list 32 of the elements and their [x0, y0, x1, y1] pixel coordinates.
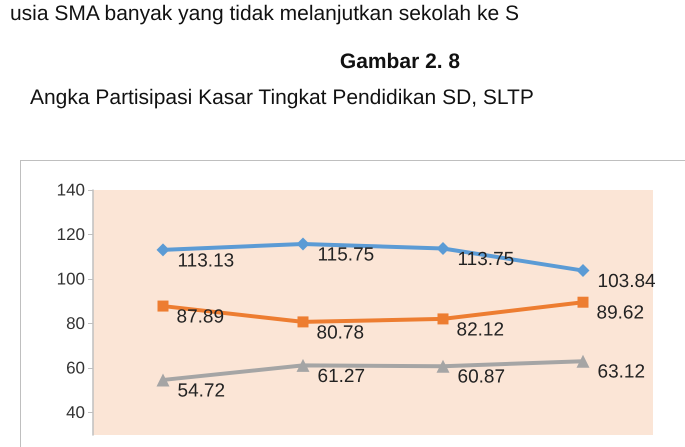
y-tick-label: 80 [66, 314, 85, 334]
data-label: 89.62 [596, 302, 644, 324]
data-label: 80.78 [316, 322, 364, 344]
data-label: 54.72 [178, 380, 226, 402]
point [576, 264, 590, 278]
y-tick-label: 100 [56, 270, 85, 289]
point [156, 243, 170, 256]
data-label: 63.12 [598, 362, 646, 383]
data-label: 103.84 [598, 271, 656, 292]
data-label: 82.12 [456, 319, 504, 340]
chart-title: Gambar 2. 8 [338, 50, 462, 74]
point [296, 238, 310, 251]
point [296, 358, 310, 372]
y-tick-label: 140 [56, 180, 85, 200]
y-tick-label: 60 [66, 358, 85, 378]
point [436, 242, 450, 255]
data-label: 113.13 [178, 250, 234, 272]
y-tick-label: 40 [66, 403, 85, 422]
text: usia SMA banyak yang tidak melanjutkan sekolah ke S [10, 2, 519, 26]
data-label: 87.89 [176, 306, 224, 328]
data-label: 60.87 [458, 366, 506, 388]
point [156, 373, 170, 386]
point [576, 354, 590, 368]
point [436, 360, 450, 373]
point [578, 296, 588, 308]
chart-subtitle: Angka Partisipasi Kasar Tingkat Pendidikan SD, SLTP [30, 86, 534, 110]
y-tick-label: 120 [56, 225, 85, 244]
point [298, 316, 308, 328]
point [438, 313, 448, 324]
data-label: 61.27 [318, 366, 366, 387]
data-label: 115.75 [318, 244, 374, 266]
point [158, 300, 168, 312]
